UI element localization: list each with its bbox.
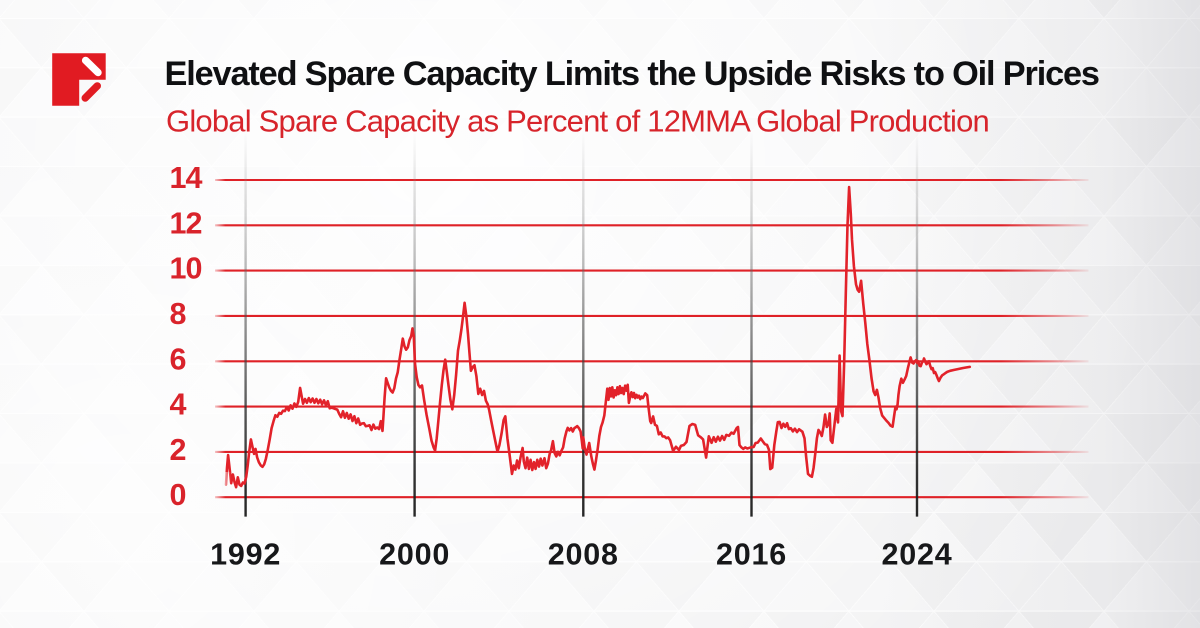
svg-text:14: 14 [170,161,203,195]
svg-text:12: 12 [170,206,202,240]
svg-text:2000: 2000 [379,538,450,572]
svg-text:2024: 2024 [881,538,952,572]
svg-text:2: 2 [170,433,186,467]
svg-text:1992: 1992 [210,538,281,572]
svg-text:Elevated Spare Capacity Limits: Elevated Spare Capacity Limits the Upsid… [165,55,1099,93]
svg-text:8: 8 [170,297,187,331]
svg-text:0: 0 [170,478,186,512]
svg-text:Global Spare Capacity as Perce: Global Spare Capacity as Percent of 12MM… [166,104,989,139]
svg-text:2008: 2008 [548,538,619,572]
svg-text:10: 10 [170,252,202,286]
svg-text:4: 4 [170,388,187,422]
svg-text:6: 6 [170,342,186,376]
svg-text:2016: 2016 [716,538,787,572]
